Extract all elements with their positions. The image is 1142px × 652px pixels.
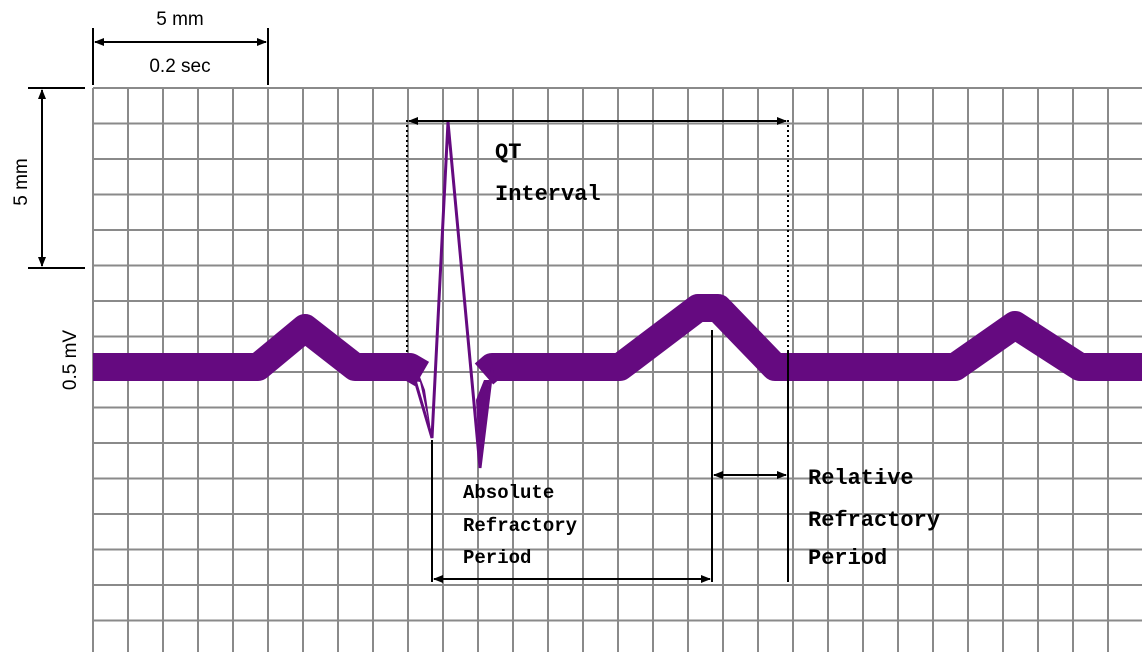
scale-annotation (28, 28, 269, 269)
qt-label: QT (495, 140, 521, 165)
qrs-complex (410, 356, 432, 438)
absolute-label: Absolute (463, 482, 554, 504)
scale-label: 5 mm (11, 158, 32, 206)
absolute-label: Period (463, 547, 531, 569)
qt-label: Interval (495, 182, 601, 207)
scale-label: 5 mm (156, 9, 204, 30)
interval-marker (406, 117, 789, 583)
relative-label: Refractory (808, 508, 940, 533)
scale-label: 0.2 sec (149, 56, 210, 77)
relative-label: Relative (808, 466, 914, 491)
scale-label: 0.5 mV (60, 330, 81, 391)
qrs-complex (476, 356, 494, 468)
ecg-trace (474, 294, 1142, 385)
absolute-label: Refractory (463, 515, 578, 537)
relative-label: Period (808, 546, 887, 571)
